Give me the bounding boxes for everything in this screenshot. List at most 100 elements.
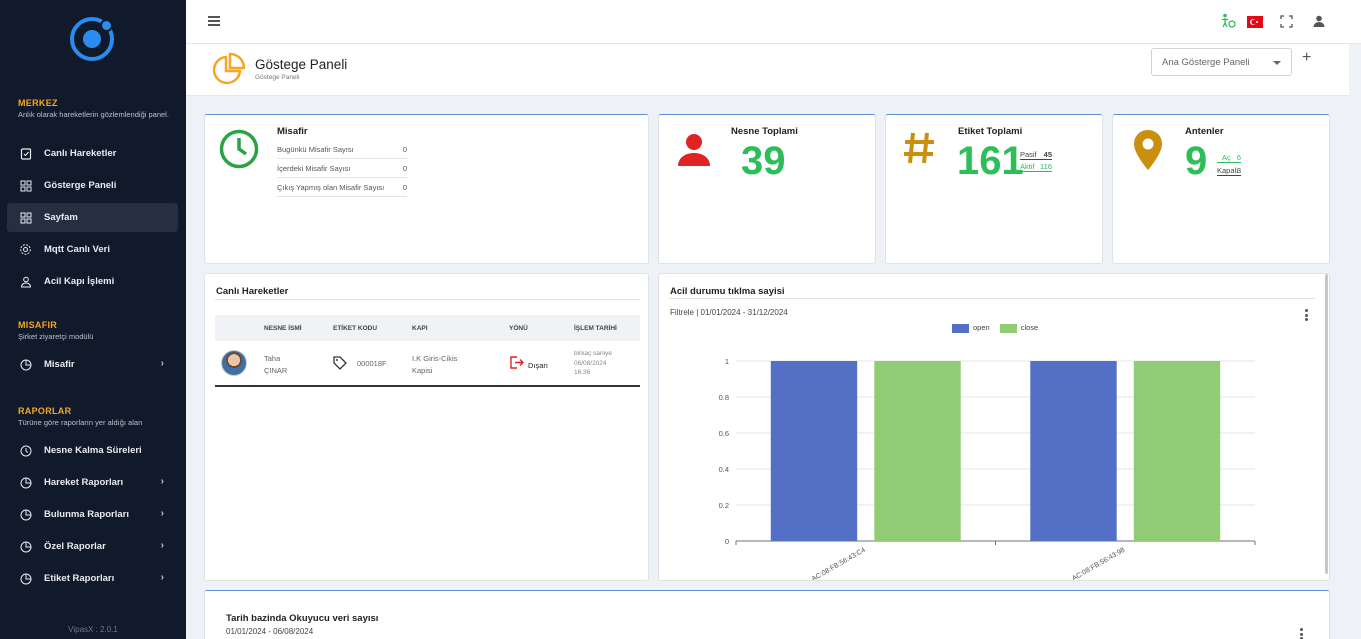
y-tick-label: 0.8 [719, 393, 729, 402]
antenler-title: Antenler [1185, 126, 1224, 137]
sidebar-item-label: Etiket Raporları [44, 573, 115, 584]
legend-close[interactable]: close [999, 323, 1039, 333]
kapali-label: Kapalı [1217, 166, 1239, 175]
chevron-right-icon: › [160, 476, 164, 487]
sidebar-item-mqtt-canli-veri[interactable]: Mqtt Canlı Veri [7, 235, 178, 264]
etiket-title: Etiket Toplami [958, 126, 1023, 137]
clipboard-icon [19, 147, 32, 160]
nesne-last-name: ÇINAR [264, 366, 288, 375]
sidebar-item-canli-hareketler[interactable]: Canlı Hareketler [7, 139, 178, 168]
kapi-line-2: Kapisi [412, 366, 433, 375]
app-logo[interactable] [70, 17, 114, 61]
aktif-row: Aktif 116 [1020, 162, 1052, 172]
more-vertical-icon[interactable] [1300, 628, 1304, 639]
sidebar-item-label: Mqtt Canlı Veri [44, 244, 110, 255]
turkish-flag-icon[interactable] [1247, 15, 1263, 33]
table-header: NESNE İSMİ ETİKET KODU KAPI YÖNÜ İŞLEM T… [215, 315, 640, 341]
yon-value: Dışarı [528, 361, 549, 370]
acik-label: Aç [1222, 153, 1231, 162]
canli-hareketler-card: Canlı Hareketler NESNE İSMİ ETİKET KODU … [204, 273, 649, 581]
aktif-value: 116 [1040, 162, 1052, 171]
stat-label: Bugünkü Misafir Sayısı [277, 144, 354, 154]
stat-label: Çıkış Yapmış olan Misafir Sayısı [277, 182, 385, 192]
sidebar-item-ozel-raporlar[interactable]: Özel Raporlar › [7, 532, 178, 561]
etiket-total: 161 [957, 139, 1024, 183]
table-row[interactable]: Taha ÇINAR 000018F I.K Giris-Cikis Kapisi … [215, 341, 640, 387]
page-title: Göstege Paneli [255, 57, 348, 72]
divider [215, 299, 640, 300]
etiket-kodu: 000018F [357, 359, 387, 368]
acik-row: Aç 6 [1217, 153, 1241, 163]
chevron-right-icon: › [160, 572, 164, 583]
menu-toggle-icon[interactable] [208, 16, 220, 28]
pasif-row: Pasif 45 [1020, 150, 1052, 160]
chevron-right-icon: › [160, 358, 164, 369]
dashboard-select[interactable]: Ana Gösterge Paneli [1151, 48, 1292, 76]
section-desc-misafir: Şirket ziyaretçi modülü [18, 332, 94, 341]
sidebar-item-etiket-raporlari[interactable]: Etiket Raporları › [7, 564, 178, 593]
chevron-right-icon: › [160, 508, 164, 519]
time: 16:36 [574, 369, 591, 376]
sidebar-item-label: Hareket Raporları [44, 477, 124, 488]
sidebar-item-hareket-raporlari[interactable]: Hareket Raporları › [7, 468, 178, 497]
nesne-first-name: Taha [264, 354, 281, 363]
section-title-raporlar: RAPORLAR [18, 406, 72, 416]
caret-down-icon [1273, 61, 1281, 65]
user-icon[interactable] [1313, 14, 1325, 32]
avatar [221, 350, 247, 376]
misafir-stats: Bugünkü Misafir Sayısı 0 İçerdeki Misafir… [277, 140, 407, 197]
chart-filter: Filtrele | 01/01/2024 - 31/12/2024 [670, 308, 788, 317]
list-item: Bugünkü Misafir Sayısı 0 [277, 140, 407, 159]
sidebar-item-label: Bulunma Raporları [44, 509, 129, 520]
kapi-name: I.K Giris-Cikis Kapisi [412, 353, 457, 377]
aktif-label: Aktif [1020, 162, 1035, 171]
column-header: İŞLEM TARİHİ [574, 325, 617, 332]
okuyucu-card: Tarih bazinda Okuyucu veri sayısı 01/01/… [204, 590, 1330, 639]
misafir-title: Misafir [277, 126, 308, 137]
clock-icon [19, 444, 32, 457]
okuyucu-title: Tarih bazinda Okuyucu veri sayısı [226, 613, 379, 624]
legend-label: close [1020, 323, 1039, 332]
more-vertical-icon[interactable] [1305, 309, 1309, 323]
section-title-misafir: MISAFIR [18, 320, 58, 330]
page-header: Göstege Paneli Göstege Paneli Ana Göster… [186, 44, 1349, 96]
relative-time: birkaç saniye [574, 350, 612, 357]
bar-close [874, 361, 961, 541]
divider [669, 298, 1315, 299]
sidebar-item-bulunma-raporlari[interactable]: Bulunma Raporları › [7, 500, 178, 529]
canli-hareketler-title: Canlı Hareketler [216, 286, 289, 297]
y-tick-label: 0.6 [719, 429, 729, 438]
section-desc-merkez: Anlık olarak hareketlerin gözlemlendiği … [18, 110, 169, 119]
stat-value: 0 [402, 163, 407, 173]
stat-value: 0 [402, 144, 407, 154]
sidebar-item-misafir[interactable]: Misafir › [7, 350, 178, 379]
grid-icon [19, 179, 32, 192]
y-tick-label: 0.2 [719, 501, 729, 510]
sidebar-item-nesne-kalma-sureleri[interactable]: Nesne Kalma Süreleri [7, 436, 178, 465]
exit-icon [510, 356, 524, 371]
sidebar-item-sayfam[interactable]: Sayfam [7, 203, 178, 232]
kapi-line-1: I.K Giris-Cikis [412, 354, 458, 363]
date: 06/08/2024 [574, 359, 607, 367]
acik-value: 6 [1236, 153, 1241, 162]
tag-icon [333, 356, 347, 372]
accessibility-icon[interactable] [1220, 13, 1236, 34]
sidebar-item-label: Özel Raporlar [44, 541, 106, 552]
nesne-total: 39 [741, 139, 786, 183]
scrollbar[interactable] [1325, 274, 1328, 574]
nesne-title: Nesne Toplami [731, 126, 798, 137]
fullscreen-icon[interactable] [1280, 15, 1293, 33]
okuyucu-range: 01/01/2024 - 06/08/2024 [226, 627, 314, 636]
pasif-value: 45 [1043, 150, 1052, 159]
add-dashboard-button[interactable]: + [1302, 49, 1312, 66]
sidebar-item-acil-kapi-islemi[interactable]: Acil Kapı İşlemi [7, 267, 178, 296]
pie-icon [19, 540, 32, 553]
etiket-card: Etiket Toplami 161 Pasif 45 Aktif 116 [885, 114, 1103, 264]
sidebar-item-gosterge-paneli[interactable]: Gösterge Paneli [7, 171, 178, 200]
chevron-right-icon: › [160, 540, 164, 551]
chart-legend[interactable]: open close [952, 323, 1038, 333]
legend-open[interactable]: open [952, 323, 990, 333]
dashboard-select-value: Ana Gösterge Paneli [1162, 57, 1250, 68]
kapali-row: Kapalı 3 [1217, 166, 1241, 176]
bar-close [1133, 361, 1221, 541]
